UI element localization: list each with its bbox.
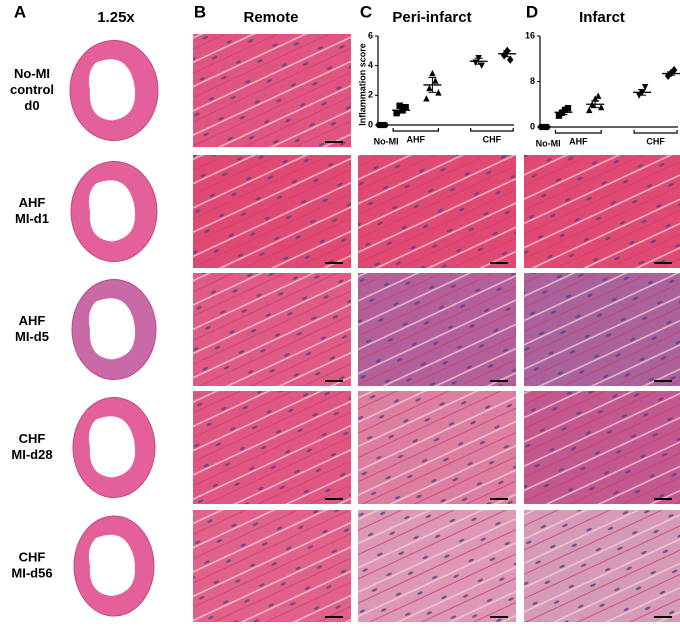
data-point [478, 62, 485, 69]
row-label: MI-d1 [15, 211, 49, 226]
row-label: d0 [24, 98, 39, 113]
tissue-texture [524, 273, 680, 386]
group-label: AHF [407, 134, 426, 144]
data-point [641, 83, 649, 91]
data-point [402, 104, 409, 111]
histology-image [524, 155, 680, 268]
heart-lumen [88, 534, 136, 596]
data-point [598, 103, 605, 111]
row-label: No-MI [14, 66, 50, 81]
data-point [432, 77, 439, 84]
data-point [423, 95, 430, 102]
panel-letter: D [526, 2, 538, 21]
heart-lumen [88, 298, 136, 360]
heart-section [71, 279, 157, 380]
group-bracket [633, 130, 678, 134]
histology-image [193, 391, 351, 504]
data-point [472, 59, 479, 66]
y-tick-label: 4 [368, 60, 373, 70]
heart-section [73, 515, 155, 617]
tissue-texture [358, 510, 516, 622]
y-tick-label: 6 [368, 30, 373, 40]
data-point [393, 109, 400, 117]
group-label: AHF [569, 136, 588, 146]
row-label: MI-d5 [15, 329, 49, 344]
row-label: AHF [19, 313, 46, 328]
heart-section [72, 397, 156, 498]
histology-image [524, 391, 680, 504]
group-label: No-MI [374, 136, 399, 146]
row-label: control [10, 82, 54, 97]
y-tick-label: 0 [530, 121, 535, 131]
tissue-texture [358, 391, 516, 504]
histology-image [358, 510, 516, 622]
row-label: AHF [19, 195, 46, 210]
y-tick-label: 2 [368, 90, 373, 100]
row-label: CHF [19, 431, 46, 446]
tissue-texture [524, 510, 680, 622]
data-point [507, 55, 514, 64]
heart-lumen [88, 416, 136, 478]
data-point [381, 121, 389, 129]
tissue-texture [193, 273, 351, 386]
y-tick-label: 8 [530, 76, 535, 86]
tissue-texture [193, 155, 351, 268]
tissue-texture [524, 391, 680, 504]
heart-section [70, 161, 158, 262]
group-bracket [554, 130, 602, 134]
histology-image [193, 273, 351, 386]
data-point [429, 69, 436, 77]
data-point [586, 106, 593, 114]
tissue-texture [193, 34, 351, 147]
group-label: CHF [483, 134, 502, 144]
data-point [426, 84, 433, 92]
heart-lumen [88, 59, 136, 121]
tissue-texture [358, 273, 516, 386]
histology-image [358, 391, 516, 504]
histology-image [358, 155, 516, 268]
panel-letter: C [360, 2, 372, 21]
histology-image [358, 273, 516, 386]
tissue-texture [524, 155, 680, 268]
row-label: MI-d28 [11, 447, 52, 462]
data-point [543, 123, 551, 131]
column-title: Peri-infarct [392, 9, 471, 26]
panel-letter: B [194, 2, 206, 21]
group-label: No-MI [536, 138, 561, 148]
panel-letter: A [14, 2, 26, 21]
histology-image [193, 34, 351, 147]
histology-image [524, 273, 680, 386]
histology-image [193, 510, 351, 622]
column-title: Infarct [579, 9, 625, 26]
row-label: CHF [19, 549, 46, 564]
group-label: CHF [646, 136, 665, 146]
heart-lumen [88, 180, 136, 242]
data-point [435, 89, 442, 96]
data-point [595, 92, 602, 99]
column-title: Remote [243, 9, 298, 26]
tissue-texture [358, 155, 516, 268]
group-bracket [392, 128, 439, 132]
y-axis-label: Inflammation score [357, 43, 367, 126]
data-point [564, 105, 572, 112]
data-point [635, 92, 643, 99]
tissue-texture [193, 391, 351, 504]
data-point [396, 102, 403, 109]
magnification: 1.25x [97, 9, 135, 26]
tissue-texture [193, 510, 351, 622]
y-tick-label: 0 [368, 119, 373, 129]
group-bracket [470, 128, 514, 132]
histology-panels [69, 34, 680, 622]
y-tick-label: 16 [525, 30, 535, 40]
histology-image [524, 510, 680, 622]
histology-image [193, 155, 351, 268]
row-label: MI-d56 [11, 565, 52, 580]
chart: 0 8 16 No-MI AHF CHF [525, 30, 680, 148]
heart-section [69, 40, 159, 141]
